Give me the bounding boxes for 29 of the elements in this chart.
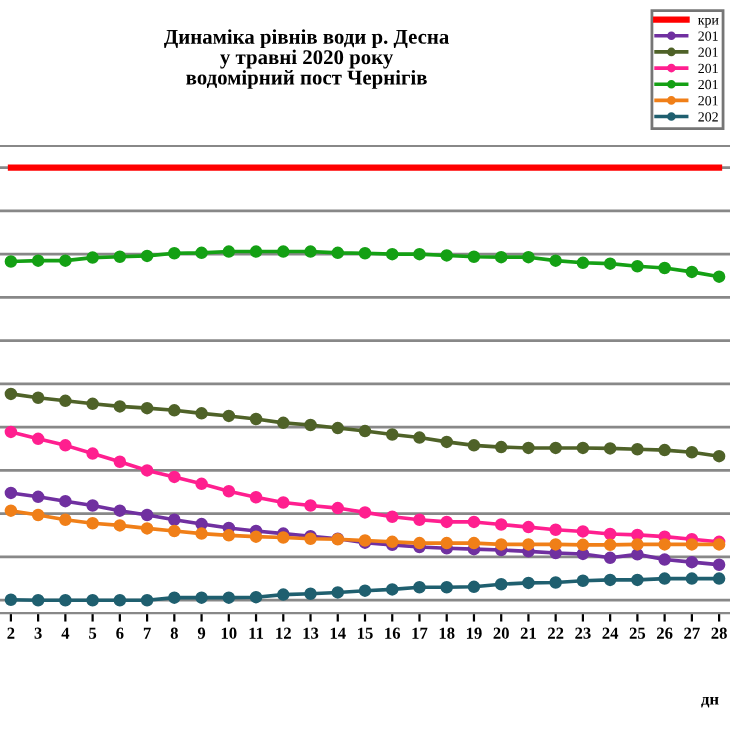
x-tick-label: 27 — [684, 627, 700, 639]
x-tick-label: 28 — [711, 627, 727, 639]
x-tick-label: 4 — [61, 627, 70, 639]
x-tick-label: 12 — [276, 627, 291, 639]
x-tick-label: 3 — [34, 627, 42, 639]
x-tick-label: 7 — [143, 627, 151, 639]
x-tick-label: 20 — [493, 627, 509, 639]
x-tick-label: 23 — [575, 627, 591, 639]
x-tick-label: 25 — [629, 627, 646, 639]
x-tick-label: 18 — [439, 627, 455, 639]
x-tick-label: 9 — [197, 627, 206, 639]
x-axis-title: дн — [701, 696, 719, 708]
x-tick-label: 11 — [249, 627, 264, 639]
x-tick-label: 5 — [89, 627, 97, 639]
x-tick-label: 24 — [602, 627, 619, 639]
x-tick-label: 17 — [412, 627, 428, 639]
x-tick-label: 16 — [385, 627, 401, 639]
x-tick-label: 10 — [221, 627, 237, 639]
x-tick-label: 8 — [170, 627, 178, 639]
x-tick-label: 19 — [466, 627, 482, 639]
x-tick-label: 22 — [548, 627, 564, 639]
x-tick-label: 2 — [7, 627, 15, 639]
x-tick-label: 6 — [116, 627, 124, 639]
x-tick-label: 26 — [656, 627, 673, 639]
x-tick-label: 21 — [520, 627, 536, 639]
x-tick-label: 14 — [330, 627, 346, 639]
x-tick-label: 13 — [303, 627, 319, 639]
x-tick-label: 15 — [358, 627, 373, 639]
chart-title: Динаміка рівнів води р. Десна у травні 2020 року водомірний пост Чернігів — [164, 29, 449, 89]
